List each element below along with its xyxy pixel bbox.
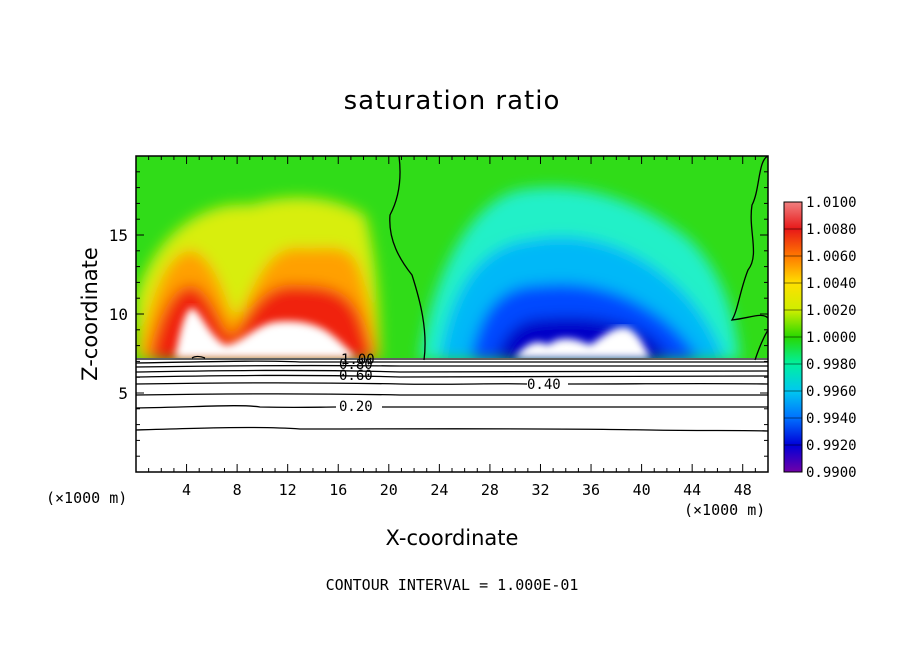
contour-line <box>136 393 768 396</box>
contour-line <box>136 360 768 364</box>
colorbar-label: 0.9900 <box>806 465 857 481</box>
colorbar-label: 1.0000 <box>806 330 857 346</box>
x-tick-label: 44 <box>683 481 701 499</box>
contour-line <box>136 369 768 373</box>
x-tick-label: 12 <box>279 481 297 499</box>
colorbar-label: 0.9960 <box>806 384 857 400</box>
contour-line <box>136 405 768 409</box>
colorbar-label: 1.0080 <box>806 222 857 238</box>
contour-label-040: 0.40 <box>527 377 561 393</box>
white-cloud-left <box>175 308 356 358</box>
x-axis-label: X-coordinate <box>385 526 519 550</box>
y-axis-ticks: 5 10 15 <box>109 171 768 457</box>
colorbar: 1.0100 1.0080 1.0060 1.0040 1.0020 1.0000 0.99… <box>783 195 857 481</box>
x-unit-right: (×1000 m) <box>684 501 766 519</box>
colorbar-label: 0.9940 <box>806 411 857 427</box>
chart-title: saturation ratio <box>343 86 561 116</box>
x-tick-label: 48 <box>734 481 752 499</box>
contour-label-080: 0.80 <box>339 357 373 373</box>
contour-line <box>389 156 426 361</box>
x-tick-label: 20 <box>380 481 398 499</box>
colorbar-label: 1.0020 <box>806 303 857 319</box>
contour-line <box>136 382 768 385</box>
white-cloud-right <box>515 327 650 358</box>
contour-line <box>754 329 768 361</box>
y-tick-label: 5 <box>118 384 128 403</box>
contour-label-020: 0.20 <box>339 399 373 415</box>
contour-line <box>730 156 768 321</box>
x-tick-label: 8 <box>233 481 242 499</box>
x-tick-label: 40 <box>633 481 651 499</box>
below-cloud-base <box>136 358 768 472</box>
x-tick-label: 24 <box>430 481 448 499</box>
field-shading <box>136 187 740 360</box>
contour-line <box>136 364 768 368</box>
field-layer <box>136 156 768 472</box>
x-tick-label: 28 <box>481 481 499 499</box>
contour-line <box>136 426 768 432</box>
x-tick-label: 32 <box>531 481 549 499</box>
contour-line <box>136 374 768 378</box>
x-axis-ticks: 4 8 12 16 20 24 28 32 36 40 44 48 <box>148 156 756 499</box>
contour-interval-note: CONTOUR INTERVAL = 1.000E-01 <box>325 576 579 594</box>
x-tick-label: 36 <box>582 481 600 499</box>
y-tick-label: 15 <box>109 226 128 245</box>
contour-lines <box>136 156 768 432</box>
colorbar-label: 1.0040 <box>806 276 857 292</box>
x-tick-label: 4 <box>182 481 191 499</box>
colorbar-label: 1.0060 <box>806 249 857 265</box>
contour-label-060: 0.60 <box>339 368 373 384</box>
colorbar-label: 0.9920 <box>806 438 857 454</box>
colorbar-label: 1.0100 <box>806 195 857 211</box>
x-unit-left: (×1000 m) <box>46 489 128 507</box>
contour-line <box>191 355 206 359</box>
contour-label-100: 1.00 <box>341 352 375 368</box>
x-tick-label: 16 <box>329 481 347 499</box>
colorbar-label: 0.9980 <box>806 357 857 373</box>
y-tick-label: 10 <box>109 305 128 324</box>
contour-labels: 1.00 0.80 0.60 0.40 0.20 <box>339 352 561 415</box>
